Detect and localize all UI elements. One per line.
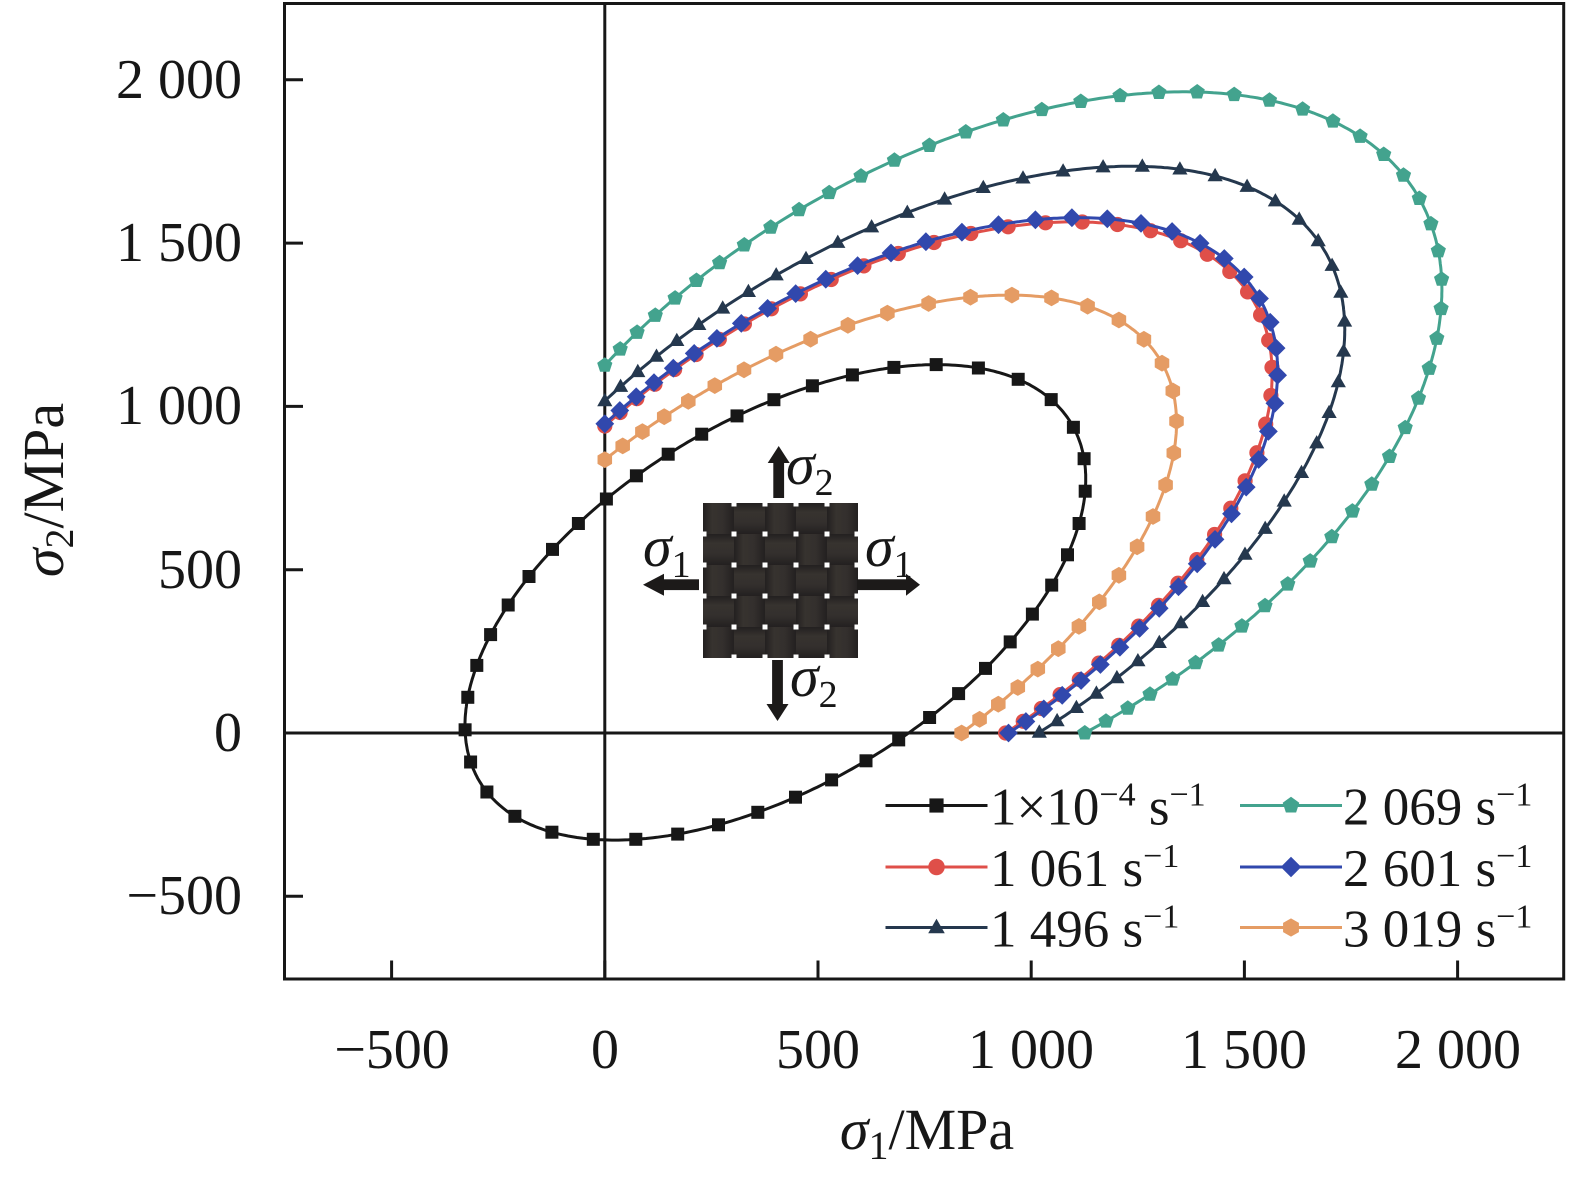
svg-text:σ2: σ2: [790, 644, 838, 716]
svg-text:−500: −500: [126, 865, 242, 927]
svg-text:σ1: σ1: [865, 514, 913, 586]
svg-text:1 061 s−1​: 1 061 s−1​: [990, 838, 1179, 898]
svg-text:−500: −500: [334, 1019, 450, 1081]
svg-text:0: 0: [214, 702, 242, 764]
svg-text:3 019 s−1​: 3 019 s−1​: [1343, 899, 1532, 959]
svg-text:2 000: 2 000: [116, 49, 242, 111]
svg-text:1 500: 1 500: [1181, 1019, 1307, 1081]
svg-text:σ2: σ2: [786, 432, 834, 504]
svg-text:σ1/MPa: σ1/MPa: [840, 1097, 1014, 1168]
svg-text:σ1: σ1: [643, 514, 691, 586]
svg-text:1 496 s−1​: 1 496 s−1​: [990, 899, 1179, 959]
svg-text:2 601 s−1​: 2 601 s−1​: [1343, 838, 1532, 898]
svg-text:0: 0: [591, 1019, 619, 1081]
svg-text:1 500: 1 500: [116, 212, 242, 274]
svg-text:2 000: 2 000: [1395, 1019, 1521, 1081]
svg-text:1 000: 1 000: [968, 1019, 1094, 1081]
svg-text:σ2/MPa: σ2/MPa: [11, 403, 82, 577]
svg-text:500: 500: [158, 539, 242, 601]
svg-text:500: 500: [776, 1019, 860, 1081]
svg-text:2 069 s−1​: 2 069 s−1​: [1343, 777, 1532, 837]
svg-text:1 000: 1 000: [116, 375, 242, 437]
svg-text:1×10−4​ s−1​: 1×10−4​ s−1​: [990, 777, 1206, 837]
